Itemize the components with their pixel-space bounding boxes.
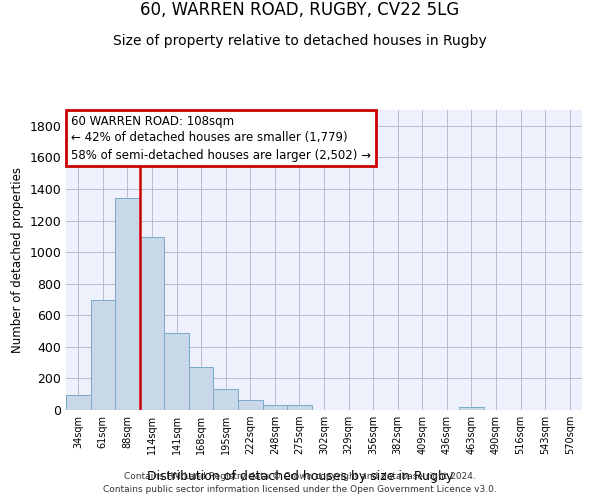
Bar <box>287 405 312 410</box>
Bar <box>140 237 164 410</box>
Bar <box>459 407 484 410</box>
Bar <box>263 405 287 410</box>
Bar <box>238 400 263 410</box>
Text: 60, WARREN ROAD, RUGBY, CV22 5LG: 60, WARREN ROAD, RUGBY, CV22 5LG <box>140 1 460 19</box>
Text: Contains HM Land Registry data © Crown copyright and database right 2024.
Contai: Contains HM Land Registry data © Crown c… <box>103 472 497 494</box>
Bar <box>115 198 140 410</box>
Bar <box>214 388 238 410</box>
Bar <box>164 332 189 410</box>
Bar <box>189 368 214 410</box>
Text: Size of property relative to detached houses in Rugby: Size of property relative to detached ho… <box>113 34 487 48</box>
Bar <box>66 395 91 410</box>
Text: 60 WARREN ROAD: 108sqm
← 42% of detached houses are smaller (1,779)
58% of semi-: 60 WARREN ROAD: 108sqm ← 42% of detached… <box>71 114 371 162</box>
Y-axis label: Number of detached properties: Number of detached properties <box>11 167 24 353</box>
Text: Distribution of detached houses by size in Rugby: Distribution of detached houses by size … <box>147 470 453 483</box>
Bar <box>91 300 115 410</box>
